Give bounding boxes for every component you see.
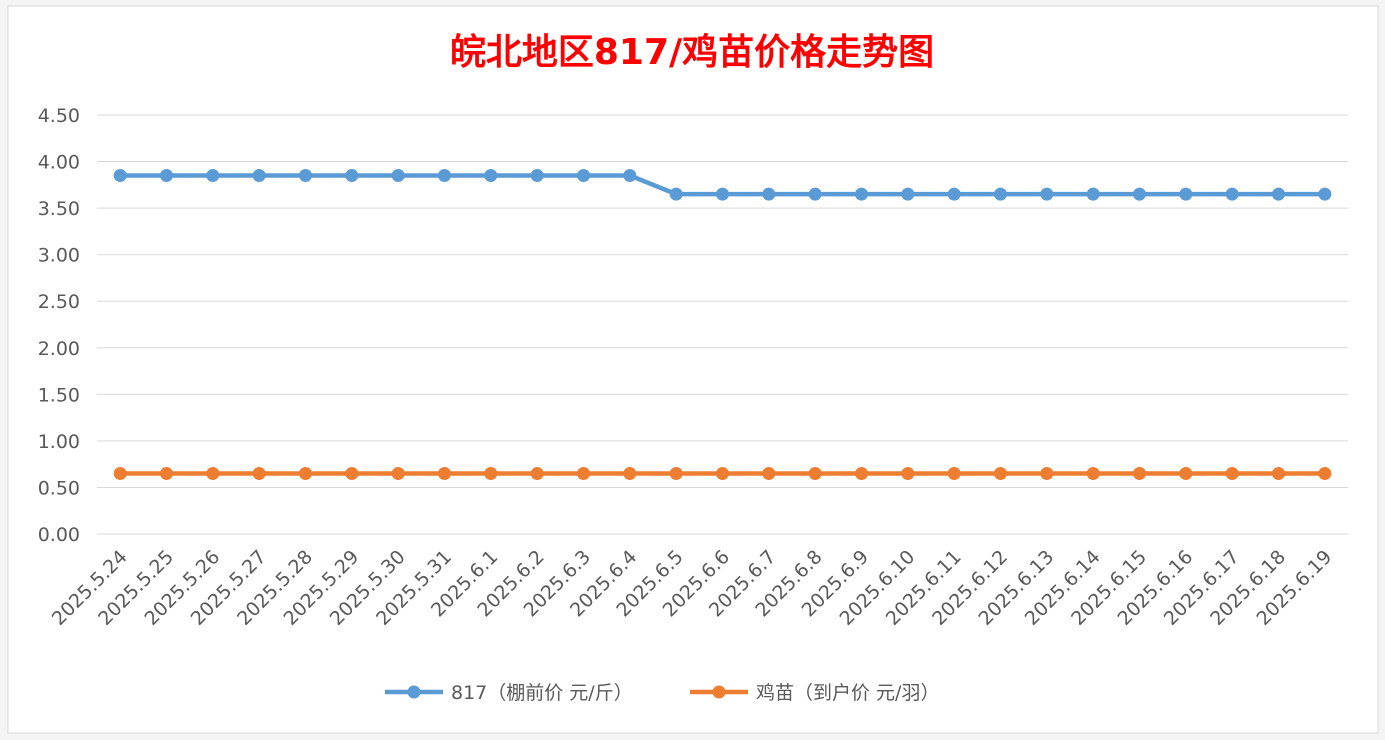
data-point	[1040, 187, 1054, 201]
y-tick-label: 1.50	[38, 384, 80, 406]
data-point	[438, 169, 451, 183]
data-point	[530, 169, 544, 183]
data-point	[623, 169, 637, 183]
legend-marker	[712, 685, 726, 699]
legend-item: 鸡苗（到户价 元/羽）	[690, 682, 939, 704]
data-point	[391, 169, 405, 183]
data-point	[1133, 466, 1146, 480]
legend-label: 鸡苗（到户价 元/羽）	[756, 682, 939, 704]
chart-area	[7, 5, 1379, 734]
y-tick-label: 2.50	[38, 291, 80, 313]
data-point	[716, 466, 729, 480]
data-point	[669, 187, 683, 201]
data-point	[1179, 187, 1193, 201]
data-point	[762, 187, 776, 201]
data-point	[484, 466, 498, 480]
data-point	[669, 466, 683, 480]
data-point	[160, 466, 173, 480]
data-point	[808, 466, 822, 480]
data-point	[994, 187, 1007, 201]
legend-marker	[407, 685, 421, 699]
data-point	[855, 187, 868, 201]
data-point	[808, 187, 822, 201]
data-point	[762, 466, 776, 480]
data-point	[623, 466, 637, 480]
series-2	[113, 466, 1332, 480]
data-point	[947, 187, 961, 201]
data-point	[438, 466, 451, 480]
data-point	[299, 466, 312, 480]
gridlines	[97, 114, 1348, 535]
data-point	[345, 466, 359, 480]
series-1	[113, 169, 1332, 201]
series-group	[113, 169, 1332, 480]
data-point	[113, 466, 127, 480]
data-point	[901, 187, 915, 201]
y-tick-label: 3.50	[38, 198, 80, 220]
data-point	[1040, 466, 1054, 480]
data-point	[206, 169, 220, 183]
data-point	[345, 169, 359, 183]
y-tick-label: 4.50	[38, 105, 80, 127]
data-point	[1318, 466, 1332, 480]
y-axis-ticks: 0.00 0.50 1.00 1.50 2.00 2.50 3.00 3.50 4.00 4.50	[38, 105, 80, 546]
data-point	[1225, 187, 1239, 201]
data-point	[994, 466, 1007, 480]
data-point	[1179, 466, 1193, 480]
data-point	[1318, 187, 1332, 201]
y-tick-label: 3.00	[38, 245, 80, 267]
data-point	[1225, 466, 1239, 480]
y-tick-label: 1.00	[38, 431, 80, 453]
data-point	[391, 466, 405, 480]
legend-item: 817（棚前价 元/斤）	[385, 682, 633, 704]
data-point	[855, 466, 868, 480]
data-point	[1133, 187, 1146, 201]
data-point	[716, 187, 729, 201]
data-point	[484, 169, 498, 183]
data-point	[901, 466, 915, 480]
data-point	[947, 466, 961, 480]
data-point	[113, 169, 127, 183]
data-point	[530, 466, 544, 480]
data-point	[1086, 187, 1100, 201]
y-tick-label: 4.00	[38, 152, 80, 174]
legend: 817（棚前价 元/斤） 鸡苗（到户价 元/羽）	[385, 682, 939, 704]
data-point	[1086, 466, 1100, 480]
chart-title: 皖北地区817/鸡苗价格走势图	[450, 32, 934, 73]
data-point	[1272, 187, 1285, 201]
data-point	[299, 169, 312, 183]
y-tick-label: 0.00	[38, 524, 80, 546]
data-point	[577, 466, 590, 480]
data-point	[252, 169, 266, 183]
data-point	[160, 169, 173, 183]
legend-label: 817（棚前价 元/斤）	[451, 682, 633, 704]
data-point	[1272, 466, 1285, 480]
data-point	[577, 169, 590, 183]
data-point	[252, 466, 266, 480]
data-point	[206, 466, 220, 480]
y-tick-label: 2.00	[38, 338, 80, 360]
y-tick-label: 0.50	[38, 477, 80, 499]
